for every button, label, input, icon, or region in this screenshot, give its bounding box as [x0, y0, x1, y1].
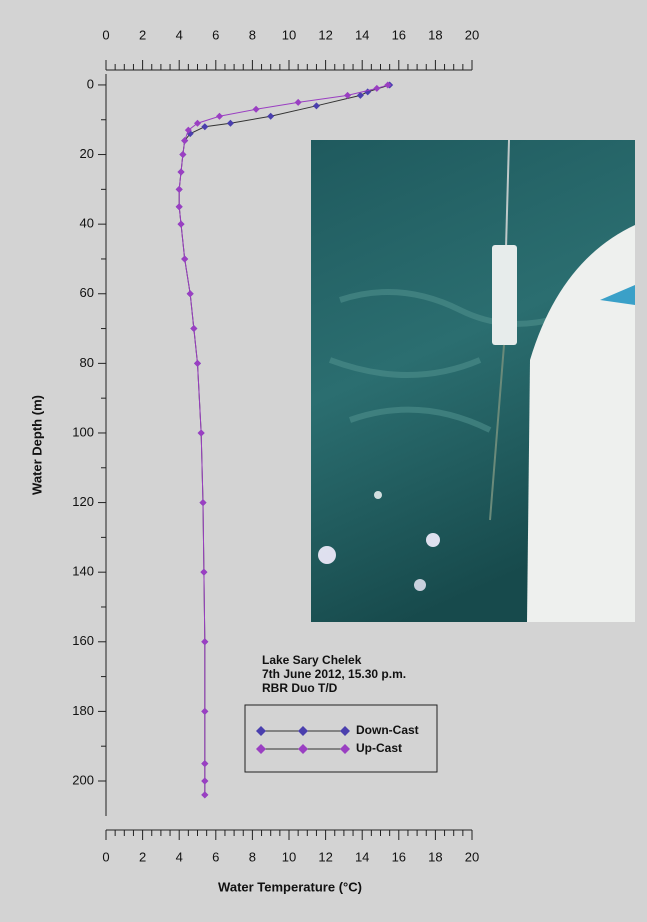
x-tick-label: 14 — [355, 849, 369, 864]
y-tick-label: 100 — [72, 424, 94, 439]
x-tick-label: 0 — [102, 27, 109, 42]
x-tick-label: 6 — [212, 27, 219, 42]
x-tick-label: 2 — [139, 27, 146, 42]
y-tick-label: 60 — [80, 285, 94, 300]
x-tick-label: 20 — [465, 849, 479, 864]
y-tick-label: 160 — [72, 633, 94, 648]
x-tick-label: 18 — [428, 849, 442, 864]
x-tick-label: 8 — [249, 27, 256, 42]
x-tick-label: 4 — [176, 27, 183, 42]
y-tick-label: 0 — [87, 76, 94, 91]
y-tick-label: 180 — [72, 703, 94, 718]
x-tick-label: 10 — [282, 849, 296, 864]
x-tick-label: 14 — [355, 27, 369, 42]
y-tick-label: 20 — [80, 146, 94, 161]
annotation: Lake Sary Chelek — [262, 653, 362, 667]
x-tick-label: 16 — [392, 27, 406, 42]
x-tick-label: 4 — [176, 849, 183, 864]
x-tick-label: 10 — [282, 27, 296, 42]
y-tick-label: 120 — [72, 494, 94, 509]
annotation: 7th June 2012, 15.30 p.m. — [262, 667, 406, 681]
x-axis-label: Water Temperature (°C) — [218, 879, 362, 894]
y-tick-label: 200 — [72, 772, 94, 787]
legend-label: Down-Cast — [356, 723, 419, 737]
x-tick-label: 20 — [465, 27, 479, 42]
x-tick-label: 6 — [212, 849, 219, 864]
y-tick-label: 80 — [80, 355, 94, 370]
y-axis-label: Water Depth (m) — [29, 395, 44, 495]
x-tick-label: 2 — [139, 849, 146, 864]
annotation: RBR Duo T/D — [262, 681, 338, 695]
legend-label: Up-Cast — [356, 741, 402, 755]
y-tick-label: 40 — [80, 216, 94, 231]
y-tick-label: 140 — [72, 564, 94, 579]
x-tick-label: 0 — [102, 849, 109, 864]
x-tick-label: 16 — [392, 849, 406, 864]
x-tick-label: 8 — [249, 849, 256, 864]
photo-inset — [311, 140, 635, 622]
chart: Water Temperature (°C) Water Depth (m) L… — [0, 0, 647, 922]
x-tick-label: 12 — [318, 27, 332, 42]
x-tick-label: 12 — [318, 849, 332, 864]
x-tick-label: 18 — [428, 27, 442, 42]
